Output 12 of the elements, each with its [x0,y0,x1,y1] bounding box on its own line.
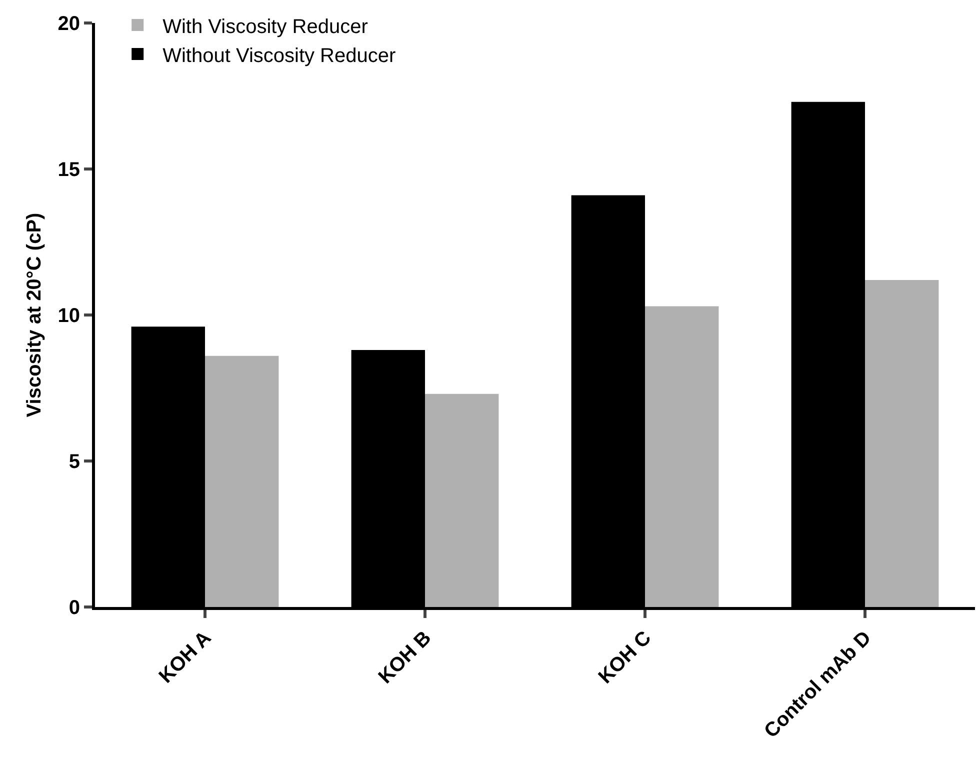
legend-label: With Viscosity Reducer [162,16,368,38]
bar [865,280,939,607]
bar [425,394,499,607]
y-tick-label: 15 [58,159,80,181]
y-tick-label: 5 [68,451,80,473]
bar [645,306,719,607]
bar [205,356,279,607]
legend-label: Without Viscosity Reducer [162,44,396,67]
y-axis-title: Viscosity at 20°C (cP) [23,212,46,418]
y-tick-label: 20 [58,13,80,35]
y-tick-label: 0 [68,597,80,619]
y-tick-label: 10 [58,305,80,327]
